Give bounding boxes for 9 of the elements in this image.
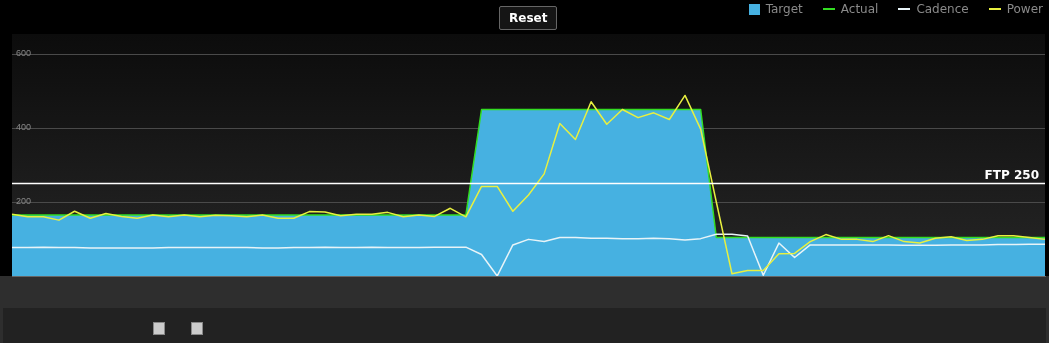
legend-label: Actual xyxy=(840,2,879,16)
y-tick-label: 200 xyxy=(16,196,32,207)
legend-label: Cadence xyxy=(916,2,969,16)
ref-line-label: FTP 250 xyxy=(984,167,1039,182)
y-tick-label: 600 xyxy=(16,48,32,59)
y-tick-label: 400 xyxy=(16,122,32,133)
text: Reset xyxy=(499,6,558,30)
legend-label: Power xyxy=(1006,2,1043,16)
legend-label: Target xyxy=(765,2,803,16)
